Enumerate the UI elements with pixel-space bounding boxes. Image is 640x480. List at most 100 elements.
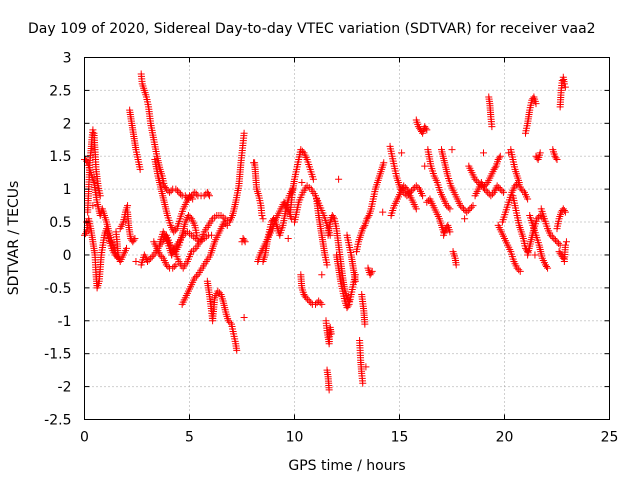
y-tick-label: -1 bbox=[58, 314, 72, 330]
data-point bbox=[562, 238, 570, 246]
y-axis-label: SDTVAR / TECUs bbox=[6, 181, 22, 296]
data-point bbox=[184, 211, 192, 219]
data-point bbox=[177, 190, 185, 198]
data-point bbox=[172, 185, 180, 193]
data-point bbox=[222, 220, 230, 228]
data-point bbox=[362, 363, 370, 371]
data-point bbox=[158, 253, 166, 261]
data-point bbox=[379, 208, 387, 216]
data-point bbox=[422, 124, 430, 132]
data-point bbox=[480, 149, 487, 157]
x-tick-label: 0 bbox=[80, 430, 89, 446]
data-point bbox=[446, 205, 454, 213]
data-point bbox=[419, 192, 427, 200]
data-point bbox=[302, 294, 310, 302]
data-point bbox=[240, 236, 248, 244]
data-point bbox=[287, 215, 295, 223]
data-point bbox=[466, 205, 474, 213]
data-point bbox=[258, 211, 266, 219]
data-point bbox=[516, 267, 524, 275]
data-point bbox=[495, 183, 503, 191]
data-point bbox=[297, 146, 305, 154]
data-point bbox=[192, 190, 200, 198]
data-point bbox=[145, 256, 153, 264]
y-tick-label: 1.5 bbox=[49, 149, 71, 165]
data-point bbox=[318, 271, 326, 279]
data-point bbox=[191, 188, 199, 196]
data-point bbox=[304, 295, 312, 303]
axis-ticks bbox=[84, 57, 610, 420]
data-point bbox=[361, 320, 369, 328]
data-point bbox=[543, 262, 550, 270]
data-point bbox=[481, 185, 489, 193]
data-point bbox=[531, 251, 539, 259]
data-point bbox=[555, 239, 563, 247]
data-point bbox=[204, 190, 212, 198]
data-point bbox=[96, 192, 104, 200]
data-point bbox=[443, 202, 451, 210]
data-point bbox=[488, 123, 496, 131]
data-point bbox=[132, 258, 140, 266]
data-point bbox=[423, 198, 431, 206]
data-point bbox=[458, 203, 466, 211]
data-point bbox=[223, 221, 231, 229]
data-point bbox=[171, 226, 179, 234]
data-point bbox=[517, 185, 525, 193]
data-point bbox=[215, 289, 223, 297]
data-point bbox=[344, 302, 352, 310]
data-point bbox=[241, 238, 249, 246]
y-tick-label: 2 bbox=[63, 116, 72, 132]
y-tick-label: 1 bbox=[63, 182, 72, 198]
data-point bbox=[552, 154, 560, 162]
data-point bbox=[360, 223, 368, 231]
data-point bbox=[421, 162, 429, 170]
data-point bbox=[175, 188, 183, 196]
data-point bbox=[156, 251, 164, 259]
data-point bbox=[561, 208, 569, 216]
data-point bbox=[364, 213, 372, 221]
x-axis-tick-labels: 0 5 10 15 20 25 bbox=[80, 430, 618, 446]
data-point bbox=[335, 175, 343, 183]
data-point bbox=[208, 231, 216, 239]
data-point bbox=[519, 187, 527, 195]
data-point bbox=[412, 205, 420, 213]
data-point bbox=[456, 202, 464, 210]
y-tick-label: 0 bbox=[63, 248, 72, 264]
data-point bbox=[305, 297, 313, 305]
data-point bbox=[329, 213, 337, 221]
data-point bbox=[205, 192, 213, 200]
data-point bbox=[169, 264, 177, 272]
data-point bbox=[493, 182, 501, 190]
data-point bbox=[327, 330, 335, 338]
data-point bbox=[448, 146, 456, 154]
data-point bbox=[496, 185, 504, 193]
data-point bbox=[559, 254, 567, 262]
data-point bbox=[162, 261, 170, 269]
data-point bbox=[124, 202, 132, 210]
data-point bbox=[473, 177, 481, 185]
data-point bbox=[524, 195, 532, 203]
data-point bbox=[380, 159, 388, 167]
data-point bbox=[164, 262, 172, 270]
data-point bbox=[487, 192, 495, 200]
data-point bbox=[484, 188, 492, 196]
data-point bbox=[561, 83, 569, 91]
data-point bbox=[412, 182, 420, 190]
x-tick-label: 20 bbox=[496, 430, 514, 446]
data-point bbox=[271, 216, 279, 224]
data-point bbox=[107, 238, 115, 246]
data-point bbox=[89, 126, 97, 134]
data-point bbox=[220, 218, 228, 226]
data-point bbox=[136, 165, 144, 173]
data-point bbox=[452, 261, 460, 269]
data-point bbox=[191, 274, 199, 282]
data-point bbox=[166, 188, 174, 196]
data-point bbox=[315, 297, 323, 305]
data-points bbox=[81, 70, 570, 394]
data-point bbox=[323, 261, 331, 269]
data-point bbox=[482, 187, 490, 195]
x-tick-label: 15 bbox=[391, 430, 409, 446]
x-axis-label: GPS time / hours bbox=[288, 458, 405, 474]
data-point bbox=[259, 215, 267, 223]
data-point bbox=[359, 379, 367, 387]
